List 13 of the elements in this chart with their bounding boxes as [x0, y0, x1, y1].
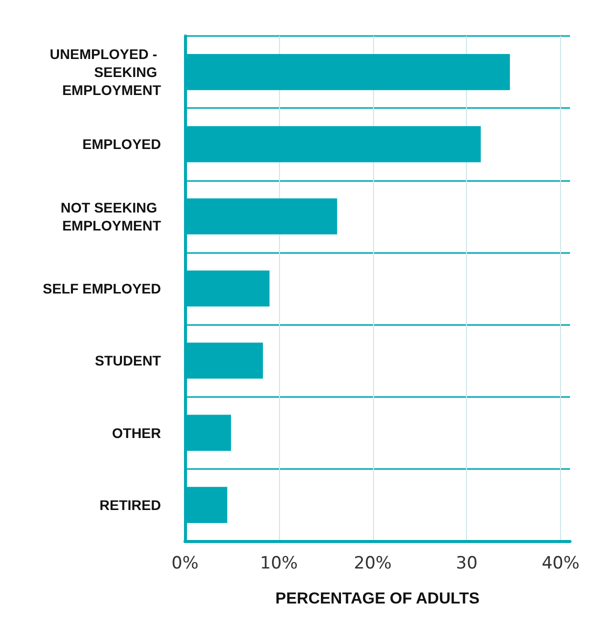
y-tick-label: UNEMPLOYED - SEEKING EMPLOYMENT — [50, 46, 162, 98]
y-tick-label: STUDENT — [94, 352, 162, 369]
x-tick-label: 10% — [260, 554, 298, 574]
y-tick-label: OTHER — [112, 424, 161, 441]
x-tick-label: 0% — [172, 554, 198, 574]
y-tick-label: EMPLOYED — [82, 136, 161, 152]
y-tick-label: SELF EMPLOYED — [42, 280, 161, 296]
x-tick-label: 40% — [542, 554, 580, 574]
y-tick-label: RETIRED — [100, 496, 161, 513]
x-tick-label: 20% — [354, 554, 392, 574]
x-axis-title: PERCENTAGE OF ADULTS — [275, 590, 480, 608]
x-tick-label: 30 — [456, 554, 478, 574]
y-tick-label: NOT SEEKING EMPLOYMENT — [60, 199, 162, 234]
